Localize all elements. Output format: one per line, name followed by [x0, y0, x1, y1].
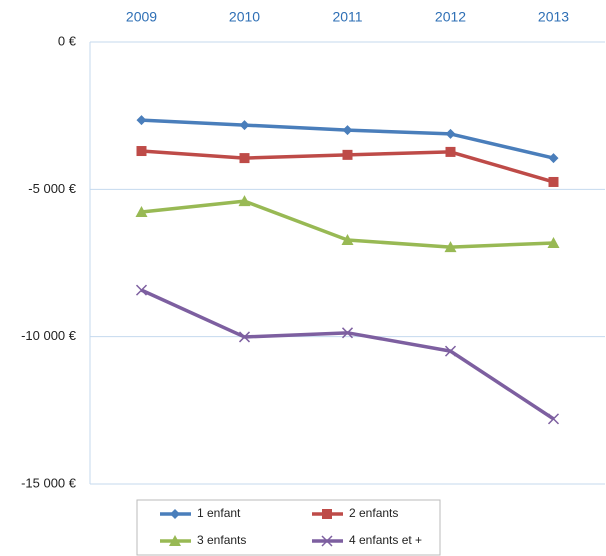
marker — [135, 284, 148, 296]
marker — [239, 120, 250, 131]
legend-label: 2 enfants — [349, 506, 398, 520]
series-line — [140, 288, 555, 421]
marker — [444, 345, 457, 357]
marker — [547, 413, 560, 425]
x-tick-label: 2011 — [332, 9, 362, 25]
marker — [342, 149, 353, 160]
marker — [548, 176, 559, 187]
marker — [341, 234, 354, 246]
legend-label: 4 enfants et + — [349, 533, 422, 547]
y-tick-label: -10 000 € — [21, 328, 77, 343]
legend-label: 3 enfants — [197, 533, 246, 547]
y-tick-label: -5 000 € — [28, 181, 76, 196]
marker — [321, 535, 333, 547]
marker — [444, 241, 457, 253]
marker — [170, 509, 180, 519]
marker — [547, 236, 560, 248]
legend-box — [136, 499, 441, 556]
marker — [445, 128, 456, 139]
marker — [548, 153, 559, 164]
marker — [136, 115, 147, 126]
marker — [238, 331, 251, 343]
marker — [342, 125, 353, 136]
x-tick-label: 2009 — [126, 9, 157, 25]
y-tick-label: -15 000 € — [21, 475, 77, 490]
marker — [341, 327, 354, 339]
legend-label: 1 enfant — [197, 506, 241, 520]
marker — [136, 146, 147, 157]
x-tick-label: 2010 — [229, 9, 260, 25]
marker — [322, 509, 332, 519]
marker — [238, 195, 251, 207]
y-tick-label: 0 € — [58, 33, 77, 48]
marker — [135, 206, 148, 218]
x-tick-label: 2012 — [435, 9, 466, 25]
marker — [445, 146, 456, 157]
marker — [169, 535, 181, 546]
x-tick-label: 2013 — [538, 9, 569, 25]
marker — [239, 153, 250, 164]
